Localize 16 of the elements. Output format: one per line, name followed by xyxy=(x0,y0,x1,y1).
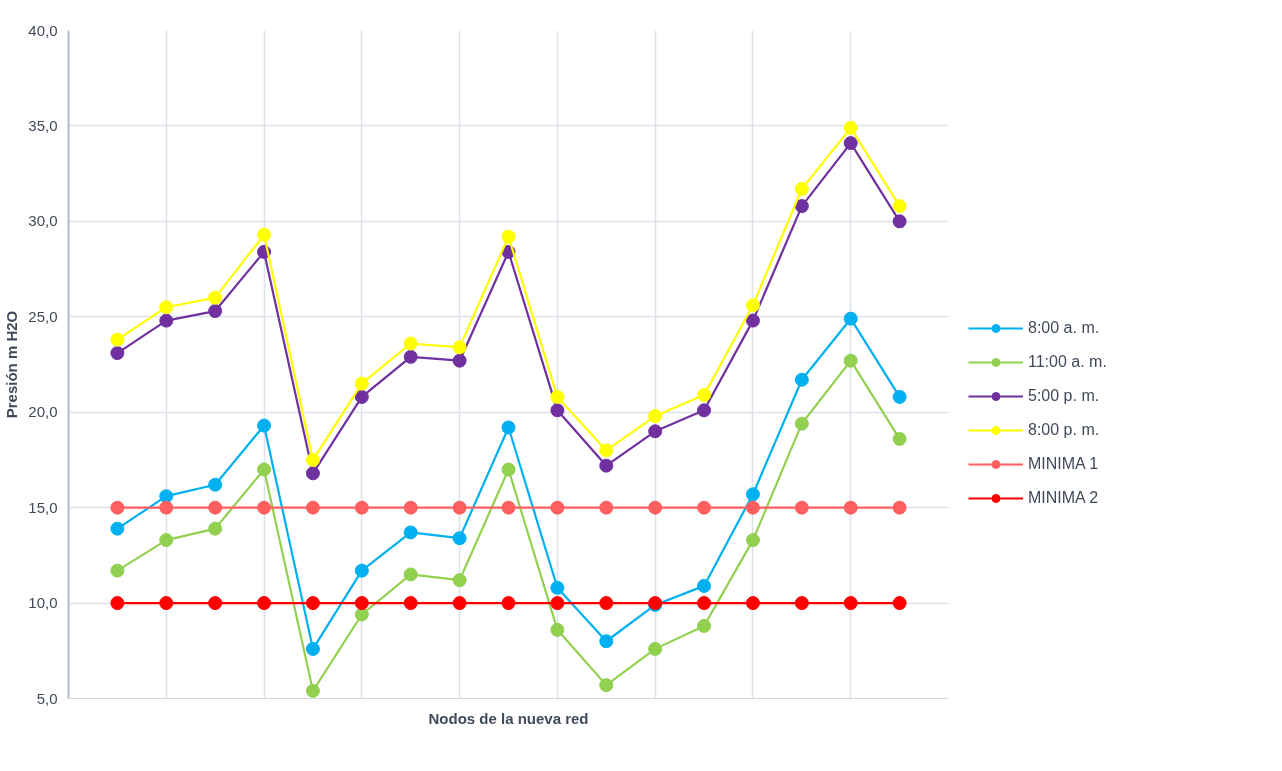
x-axis-title: Nodos de la nueva red xyxy=(428,709,589,727)
y-tick-label: 5,0 xyxy=(36,689,58,707)
y-tick-label: 40,0 xyxy=(28,21,58,39)
legend-label: 5:00 p. m. xyxy=(1028,387,1100,405)
y-tick-label: 30,0 xyxy=(28,212,58,230)
y-tick-label: 35,0 xyxy=(28,116,58,134)
y-tick-label: 25,0 xyxy=(28,307,58,325)
y-axis-title: Presión m H2O xyxy=(3,310,21,419)
legend-label: MINIMA 1 xyxy=(1028,455,1099,473)
legend-label: 8:00 p. m. xyxy=(1028,421,1100,439)
y-tick-label: 20,0 xyxy=(28,403,58,421)
legend-label: MINIMA 2 xyxy=(1028,489,1099,507)
legend-label: 11:00 a. m. xyxy=(1028,353,1107,371)
legend-label: 8:00 a. m. xyxy=(1028,319,1100,337)
y-tick-label: 15,0 xyxy=(28,498,58,516)
y-tick-label: 10,0 xyxy=(28,594,58,612)
